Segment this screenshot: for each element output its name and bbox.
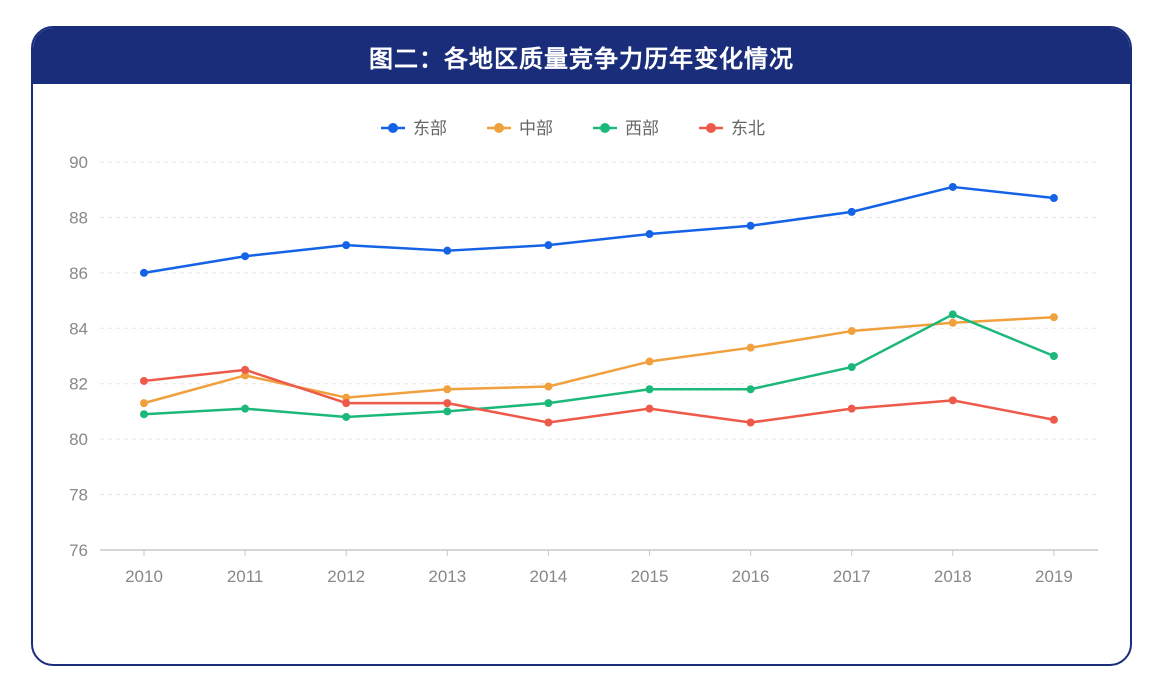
data-point — [140, 410, 148, 419]
data-point — [140, 268, 148, 277]
data-point — [443, 407, 452, 416]
data-point — [544, 399, 553, 408]
legend-swatch-dot — [388, 123, 398, 133]
legend-label: 东部 — [413, 119, 447, 139]
data-point — [847, 327, 856, 336]
legend-swatch-dot — [706, 123, 716, 133]
data-point — [948, 182, 957, 191]
data-point — [140, 376, 148, 385]
x-tick-label: 2015 — [631, 567, 669, 586]
data-point — [645, 385, 654, 394]
x-tick-label: 2011 — [227, 567, 264, 586]
x-tick-label: 2019 — [1035, 567, 1073, 586]
x-tick-label: 2014 — [529, 567, 567, 586]
data-point — [847, 207, 856, 216]
data-point — [847, 404, 856, 413]
data-point — [342, 399, 351, 408]
data-point — [443, 246, 452, 255]
data-point — [645, 404, 654, 413]
data-point — [1049, 313, 1058, 322]
y-tick-label: 88 — [69, 208, 88, 227]
x-tick-label: 2016 — [732, 567, 770, 586]
series-line — [143, 185, 1055, 275]
y-tick-label: 76 — [69, 541, 88, 560]
x-tick-label: 2010 — [125, 567, 163, 586]
y-tick-label: 80 — [69, 430, 88, 449]
data-point — [443, 385, 452, 394]
data-point — [948, 310, 957, 319]
data-point — [544, 382, 553, 391]
data-point — [241, 371, 250, 380]
data-point — [746, 221, 755, 230]
series-line — [143, 315, 1054, 405]
x-tick-label: 2013 — [428, 567, 466, 586]
data-point — [645, 357, 654, 366]
data-point — [342, 393, 351, 402]
data-point — [1049, 352, 1058, 360]
legend-label: 东北 — [731, 119, 765, 139]
series-line — [143, 368, 1055, 424]
data-point — [241, 365, 250, 374]
legend-swatch-dot — [600, 123, 610, 133]
x-tick-label: 2018 — [934, 567, 972, 586]
data-point — [746, 343, 755, 352]
data-point — [746, 418, 755, 427]
data-point — [746, 385, 755, 394]
chart-card: 图二：各地区质量竞争力历年变化情况 — [31, 26, 1132, 666]
data-point — [948, 396, 957, 405]
y-tick-label: 78 — [69, 486, 88, 505]
data-point — [140, 399, 148, 408]
data-point — [645, 230, 654, 239]
y-tick-label: 84 — [69, 319, 88, 338]
data-point — [847, 363, 856, 372]
data-point — [1049, 415, 1058, 424]
data-point — [342, 412, 351, 421]
legend-swatch-dot — [494, 123, 504, 133]
data-point — [241, 252, 250, 261]
data-point — [544, 418, 553, 427]
chart-title: 图二：各地区质量竞争力历年变化情况 — [33, 28, 1130, 84]
y-tick-label: 86 — [69, 264, 88, 283]
y-tick-label: 82 — [69, 375, 88, 394]
x-tick-label: 2017 — [833, 567, 871, 586]
legend-label: 中部 — [519, 119, 553, 139]
data-point — [1049, 194, 1058, 203]
data-point — [544, 241, 553, 250]
data-point — [948, 318, 957, 327]
data-point — [443, 399, 452, 408]
data-point — [342, 241, 351, 250]
series-line — [143, 313, 1055, 419]
data-point — [241, 404, 250, 413]
x-tick-label: 2012 — [327, 567, 365, 586]
y-tick-label: 90 — [69, 153, 88, 172]
legend-label: 西部 — [625, 119, 659, 139]
